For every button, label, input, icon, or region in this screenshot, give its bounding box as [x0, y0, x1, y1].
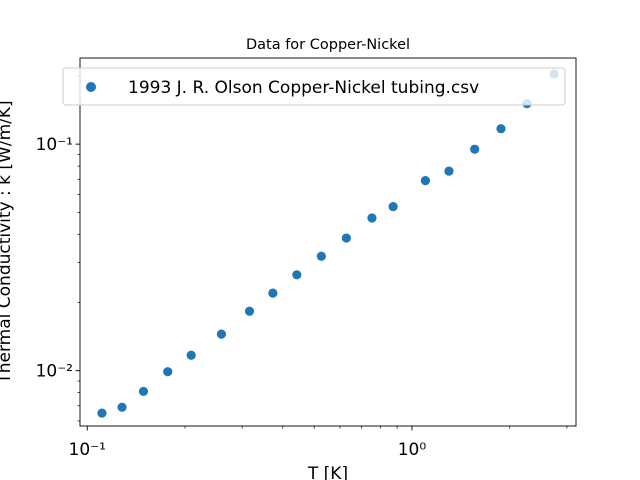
y-tick-label: 10⁻²	[36, 362, 73, 382]
legend-marker	[86, 82, 96, 92]
y-major-ticks: 10⁻² 10⁻¹	[36, 135, 80, 382]
data-point	[420, 176, 431, 186]
data-point	[444, 166, 454, 176]
legend: 1993 J. R. Olson Copper-Nickel tubing.cs…	[62, 67, 566, 106]
x-major-ticks: 10⁻¹ 10⁰	[69, 426, 427, 460]
legend-box	[62, 67, 566, 106]
legend-label: 1993 J. R. Olson Copper-Nickel tubing.cs…	[128, 78, 479, 98]
data-point	[163, 367, 173, 377]
data-point	[496, 124, 506, 134]
data-point	[388, 202, 398, 212]
axes-frame	[79, 57, 577, 427]
data-point	[316, 251, 326, 261]
x-tick-label: 10⁻¹	[69, 440, 106, 460]
data-point	[97, 408, 107, 418]
data-point	[244, 306, 255, 316]
x-tick-label: 10⁰	[398, 440, 427, 460]
data-point	[341, 233, 351, 243]
data-point	[186, 350, 196, 360]
data-point	[268, 288, 278, 298]
x-axis-label: T [K]	[307, 464, 348, 480]
data-point	[216, 329, 227, 339]
data-point	[138, 386, 149, 397]
data-point	[292, 270, 302, 280]
chart-title: Data for Copper-Nickel	[246, 37, 410, 53]
data-point	[367, 213, 377, 223]
y-axis-label: Thermal Conductivity : k [W/m/K]	[0, 100, 15, 384]
y-tick-label: 10⁻¹	[36, 135, 73, 155]
data-point	[117, 402, 127, 412]
data-point	[470, 144, 480, 154]
